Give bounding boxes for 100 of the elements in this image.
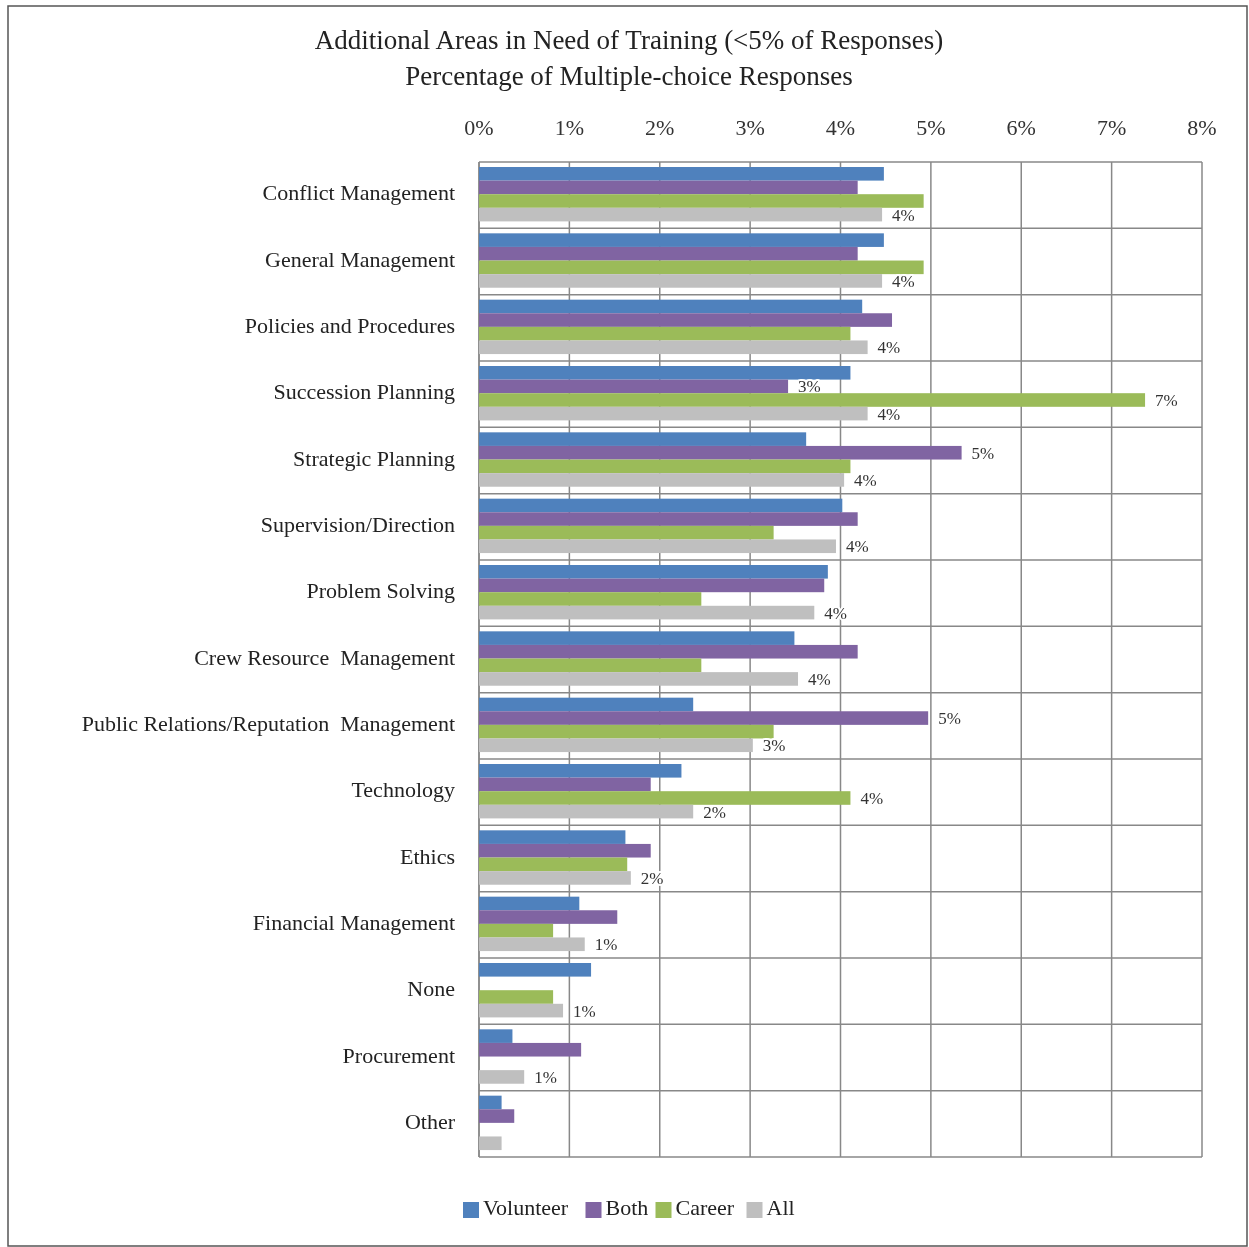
x-tick-label: 8% [1187, 115, 1217, 141]
bar [479, 512, 858, 526]
bar [479, 565, 828, 579]
bar [479, 777, 651, 792]
data-label: 1% [573, 1001, 596, 1021]
bar [479, 313, 893, 327]
bar [479, 1109, 515, 1123]
bar [479, 791, 851, 805]
data-label: 4% [877, 338, 901, 358]
bar [479, 697, 694, 712]
x-tick-label: 7% [1096, 115, 1127, 141]
bar [479, 299, 863, 314]
bar [479, 896, 580, 911]
x-tick-label: 2% [645, 115, 675, 141]
bar [479, 260, 924, 275]
chart-subtitle: Percentage of Multiple-choice Responses [405, 61, 853, 92]
bar [479, 857, 628, 872]
legend-label: Volunteer [483, 1195, 569, 1221]
y-tick-label: Strategic Planning [293, 445, 455, 471]
bar [479, 1136, 502, 1151]
x-tick-label: 1% [554, 115, 585, 141]
data-label: 4% [877, 404, 901, 424]
y-tick-label: Technology [351, 777, 455, 803]
bar [479, 246, 858, 261]
bar [479, 326, 851, 341]
bar [479, 843, 651, 858]
bar [479, 525, 774, 540]
data-label: 1% [594, 935, 618, 955]
bar [479, 605, 815, 620]
y-tick-label: None [407, 976, 455, 1002]
y-tick-label: Crew Resource Management [194, 644, 455, 670]
bar [479, 871, 631, 885]
bar [479, 592, 702, 606]
legend-label: Career [675, 1195, 735, 1221]
bar [479, 194, 924, 208]
data-label: 4% [892, 271, 915, 291]
bar [479, 963, 592, 977]
data-label: 4% [860, 788, 884, 808]
bar [479, 432, 807, 446]
bar [479, 539, 836, 554]
bar [479, 1095, 502, 1110]
x-tick-label: 6% [1006, 115, 1036, 141]
chart-title: Additional Areas in Need of Training (<5% of Responses) [314, 25, 944, 56]
data-label: 4% [808, 669, 831, 689]
data-label: 7% [1155, 390, 1178, 410]
y-tick-label: Succession Planning [273, 379, 455, 405]
data-label: 2% [703, 802, 726, 822]
bar [479, 631, 795, 645]
data-label: 5% [938, 708, 961, 728]
bar [479, 233, 884, 247]
bar [479, 1029, 513, 1043]
data-label: 4% [845, 537, 869, 557]
bar [479, 1003, 564, 1018]
y-tick-label: Procurement [342, 1042, 455, 1068]
data-label: 5% [971, 443, 995, 463]
bar [479, 764, 682, 778]
bar [479, 379, 789, 394]
bar [479, 923, 554, 938]
bar [479, 937, 585, 952]
bar [479, 711, 929, 725]
y-tick-label: Problem Solving [306, 578, 455, 604]
data-label: 1% [534, 1067, 557, 1087]
y-tick-label: Conflict Management [262, 180, 455, 206]
y-tick-label: Policies and Procedures [244, 312, 455, 338]
bar [479, 473, 845, 487]
legend-label: Both [605, 1195, 649, 1221]
y-tick-label: Other [404, 1108, 456, 1134]
bar [479, 658, 702, 673]
bar [479, 644, 858, 659]
bar [479, 1042, 582, 1057]
bar [479, 207, 883, 222]
data-label: 4% [892, 205, 915, 225]
bar [479, 274, 883, 288]
data-label: 4% [854, 470, 877, 490]
bar [479, 498, 843, 513]
x-tick-label: 5% [916, 115, 946, 141]
bar [479, 406, 868, 421]
bar [479, 738, 753, 753]
bar [479, 1070, 525, 1084]
bar [479, 990, 554, 1004]
bar [479, 366, 851, 380]
x-tick-label: 0% [464, 115, 494, 141]
bar [479, 830, 626, 844]
bar [479, 393, 1146, 407]
bar [479, 445, 962, 460]
y-tick-label: Supervision/Direction [260, 511, 455, 537]
bar [479, 459, 851, 474]
bar [479, 578, 825, 593]
y-tick-label: General Management [265, 246, 455, 272]
bar [479, 167, 884, 181]
bar [479, 672, 799, 686]
y-tick-label: Ethics [400, 843, 455, 869]
bar [479, 910, 618, 924]
legend-label: All [766, 1195, 795, 1221]
x-tick-label: 3% [735, 115, 765, 141]
y-tick-label: Financial Management [252, 909, 455, 935]
data-label: 3% [798, 377, 821, 397]
bar [479, 804, 694, 819]
data-label: 3% [762, 736, 786, 756]
x-tick-label: 4% [825, 115, 856, 141]
